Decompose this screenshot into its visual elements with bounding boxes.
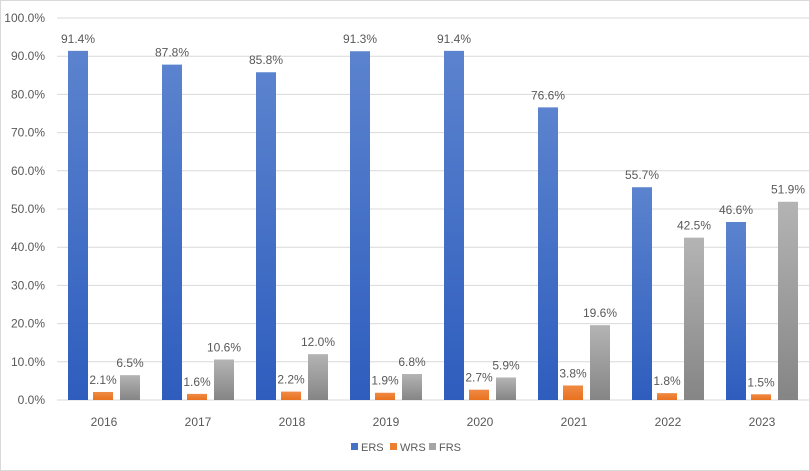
x-tick-label: 2022 — [655, 415, 682, 429]
bar-ers-2023 — [726, 221, 746, 400]
bar-ers-2016 — [68, 50, 88, 401]
data-label-frs: 51.9% — [771, 183, 805, 197]
bar-frs-2018 — [308, 354, 328, 400]
legend-item-ers: ERS — [351, 442, 384, 454]
bar-frs-2023 — [778, 201, 798, 400]
data-label-ers: 46.6% — [719, 203, 753, 217]
x-tick-label: 2021 — [561, 415, 588, 429]
bar-wrs-2016 — [93, 391, 113, 400]
bar-ers-2021 — [538, 107, 558, 400]
bar-ers-2022 — [632, 187, 652, 400]
data-label-ers: 91.3% — [343, 32, 377, 46]
data-label-frs: 5.9% — [492, 358, 520, 372]
legend-swatch — [351, 443, 358, 450]
bar-wrs-2021 — [563, 385, 583, 400]
bar-ers-2017 — [162, 64, 182, 400]
data-label-wrs: 3.8% — [559, 366, 587, 380]
data-label-wrs: 1.6% — [183, 375, 211, 389]
bar-wrs-2019 — [375, 392, 395, 400]
bar-frs-2017 — [214, 359, 234, 400]
data-label-ers: 55.7% — [625, 168, 659, 182]
bar-ers-2019 — [350, 51, 370, 400]
y-tick-label: 50.0% — [11, 202, 45, 216]
bar-wrs-2020 — [469, 389, 489, 400]
y-tick-label: 40.0% — [11, 240, 45, 254]
y-tick-label: 90.0% — [11, 49, 45, 63]
data-label-wrs: 1.9% — [371, 374, 399, 388]
bar-frs-2019 — [402, 374, 422, 400]
legend-item-wrs: WRS — [390, 442, 426, 454]
data-label-wrs: 2.1% — [89, 373, 117, 387]
y-tick-label: 30.0% — [11, 278, 45, 292]
x-tick-label: 2016 — [91, 415, 118, 429]
data-label-wrs: 1.8% — [653, 374, 681, 388]
bar-wrs-2018 — [281, 391, 301, 400]
legend-label: FRS — [439, 442, 461, 454]
data-label-ers: 91.4% — [61, 32, 95, 46]
data-label-frs: 12.0% — [301, 335, 335, 349]
y-tick-label: 60.0% — [11, 164, 45, 178]
legend-swatch — [390, 443, 397, 450]
bar-frs-2016 — [120, 375, 140, 400]
bar-wrs-2023 — [751, 394, 771, 400]
y-tick-label: 10.0% — [11, 355, 45, 369]
legend-label: WRS — [400, 442, 426, 454]
y-tick-label: 0.0% — [18, 393, 46, 407]
y-tick-label: 100.0% — [4, 11, 45, 25]
x-tick-label: 2019 — [373, 415, 400, 429]
x-tick-label: 2018 — [279, 415, 306, 429]
data-label-frs: 6.5% — [116, 356, 144, 370]
data-label-wrs: 1.5% — [747, 375, 775, 389]
data-label-frs: 6.8% — [398, 355, 426, 369]
legend-label: ERS — [361, 442, 384, 454]
bar-frs-2020 — [496, 377, 516, 400]
y-tick-label: 80.0% — [11, 87, 45, 101]
bar-wrs-2022 — [657, 393, 677, 400]
bar-ers-2020 — [444, 50, 464, 401]
y-tick-label: 70.0% — [11, 126, 45, 140]
data-label-frs: 42.5% — [677, 219, 711, 233]
data-label-ers: 87.8% — [155, 46, 189, 60]
data-label-wrs: 2.2% — [277, 373, 305, 387]
bar-frs-2022 — [684, 237, 704, 400]
data-label-wrs: 2.7% — [465, 371, 493, 385]
legend-item-frs: FRS — [429, 442, 461, 454]
x-tick-label: 2020 — [467, 415, 494, 429]
legend-swatch — [429, 443, 436, 450]
data-label-ers: 91.4% — [437, 32, 471, 46]
bar-ers-2018 — [256, 72, 276, 400]
x-tick-label: 2023 — [749, 415, 776, 429]
data-label-ers: 85.8% — [249, 53, 283, 67]
y-tick-label: 20.0% — [11, 317, 45, 331]
data-label-ers: 76.6% — [531, 88, 565, 102]
bar-frs-2021 — [590, 325, 610, 400]
x-tick-label: 2017 — [185, 415, 212, 429]
bar-wrs-2017 — [187, 393, 207, 400]
data-label-frs: 10.6% — [207, 341, 241, 355]
data-label-frs: 19.6% — [583, 306, 617, 320]
